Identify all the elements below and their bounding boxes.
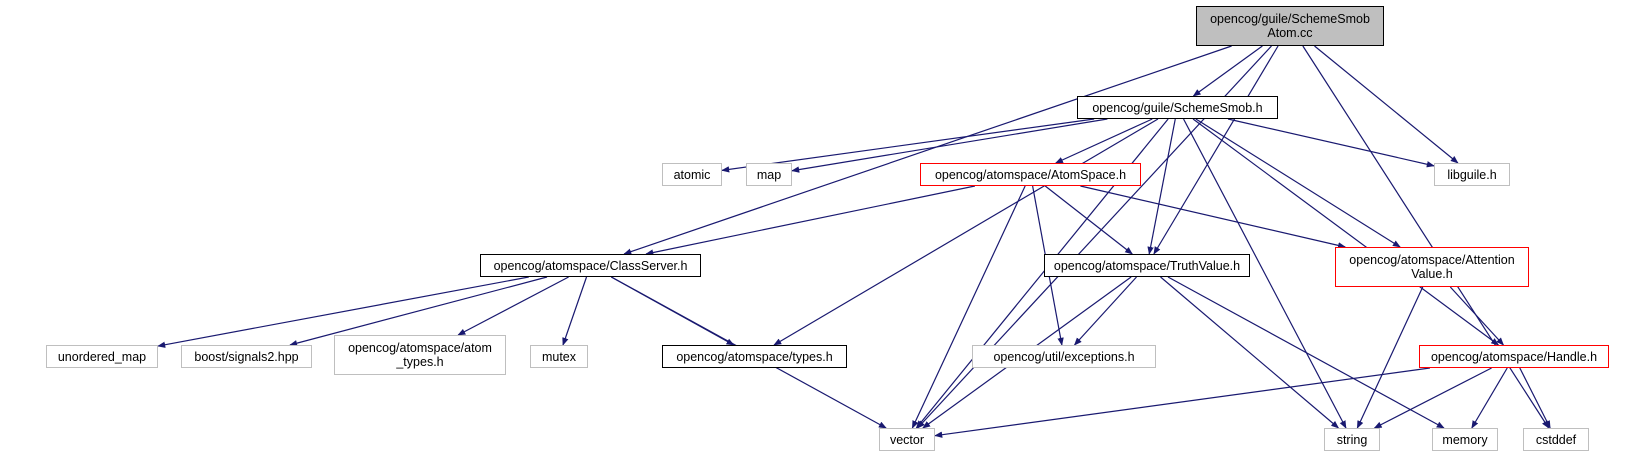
node-label-line: opencog/guile/SchemeSmob bbox=[1210, 12, 1370, 26]
edge-classserver-to-mutex bbox=[562, 276, 588, 346]
node-atom-types-h[interactable]: opencog/atomspace/atom _types.h bbox=[334, 335, 506, 375]
node-label: libguile.h bbox=[1447, 167, 1497, 182]
edge-handle-to-memory bbox=[1471, 367, 1508, 429]
edge-handle-to-vector bbox=[934, 367, 1430, 438]
edge-schemesmob-to-atomspace bbox=[1055, 118, 1153, 164]
edge-root-to-schemesmob bbox=[1192, 45, 1263, 97]
node-label-line: opencog/atomspace/atom bbox=[348, 341, 492, 355]
edge-handle-to-string bbox=[1373, 367, 1492, 429]
edge-schemesmob-to-truthvalue bbox=[1147, 118, 1176, 255]
node-truthvalue-h[interactable]: opencog/atomspace/TruthValue.h bbox=[1044, 254, 1250, 277]
node-label: opencog/atomspace/ClassServer.h bbox=[493, 258, 688, 273]
edge-handle-to-cstddef bbox=[1519, 367, 1551, 429]
edge-truthvalue-to-exceptions bbox=[1073, 276, 1137, 346]
node-libguile-h[interactable]: libguile.h bbox=[1434, 163, 1510, 186]
edge-attentionvalue-to-string bbox=[1356, 286, 1424, 429]
node-label: string bbox=[1336, 432, 1368, 447]
node-exceptions-h[interactable]: opencog/util/exceptions.h bbox=[972, 345, 1156, 368]
node-label: mutex bbox=[541, 349, 577, 364]
node-label: opencog/atomspace/Handle.h bbox=[1430, 349, 1598, 364]
node-types-h[interactable]: opencog/atomspace/types.h bbox=[662, 345, 847, 368]
node-label: vector bbox=[889, 432, 925, 447]
node-label: map bbox=[756, 167, 782, 182]
edge-atomspace-to-classserver bbox=[645, 185, 976, 256]
node-schemesmob-h[interactable]: opencog/guile/SchemeSmob.h bbox=[1077, 96, 1278, 119]
edge-atomspace-to-attentionvalue bbox=[1080, 185, 1346, 249]
node-atomic[interactable]: atomic bbox=[662, 163, 722, 186]
node-label-line: _types.h bbox=[396, 355, 444, 369]
edge-schemesmob-to-types bbox=[773, 118, 1159, 346]
node-label-line: Atom.cc bbox=[1267, 26, 1313, 40]
node-label: cstddef bbox=[1535, 432, 1577, 447]
edge-schemesmob-to-atomic bbox=[721, 118, 1095, 173]
edge-root-to-truthvalue bbox=[1153, 45, 1279, 255]
edge-schemesmob-to-handle bbox=[1192, 118, 1500, 346]
edge-classserver-to-signals2 bbox=[289, 276, 548, 347]
node-classserver-h[interactable]: opencog/atomspace/ClassServer.h bbox=[480, 254, 701, 277]
edge-truthvalue-to-memory bbox=[1167, 276, 1445, 429]
node-boost-signals2[interactable]: boost/signals2.hpp bbox=[181, 345, 312, 368]
node-label: opencog/atomspace/TruthValue.h bbox=[1053, 258, 1241, 273]
edge-schemesmob-to-string bbox=[1183, 118, 1347, 429]
node-label: opencog/atomspace/AtomSpace.h bbox=[934, 167, 1127, 182]
node-label: atomic bbox=[673, 167, 711, 182]
node-vector[interactable]: vector bbox=[879, 428, 935, 451]
edge-attentionvalue-to-handle bbox=[1449, 286, 1505, 346]
node-map[interactable]: map bbox=[746, 163, 792, 186]
node-attentionvalue-h[interactable]: opencog/atomspace/Attention Value.h bbox=[1335, 247, 1529, 287]
node-mutex[interactable]: mutex bbox=[530, 345, 588, 368]
edge-root-to-libguile bbox=[1314, 45, 1459, 164]
node-label-line: opencog/atomspace/Attention bbox=[1349, 253, 1515, 267]
edge-truthvalue-to-string bbox=[1160, 276, 1340, 429]
edge-atomspace-to-vector bbox=[911, 185, 1026, 429]
node-memory[interactable]: memory bbox=[1432, 428, 1498, 451]
node-label: opencog/util/exceptions.h bbox=[993, 349, 1135, 364]
node-label: boost/signals2.hpp bbox=[194, 349, 299, 364]
edge-atomspace-to-truthvalue bbox=[1044, 185, 1133, 255]
node-unordered-map[interactable]: unordered_map bbox=[46, 345, 158, 368]
edge-schemesmob-to-map bbox=[791, 118, 1108, 173]
node-schemesmob-atom-cc[interactable]: opencog/guile/SchemeSmob Atom.cc bbox=[1196, 6, 1384, 46]
edge-schemesmob-to-libguile bbox=[1227, 118, 1435, 168]
node-cstddef[interactable]: cstddef bbox=[1523, 428, 1589, 451]
edge-classserver-to-atom_types bbox=[457, 276, 569, 336]
edge-root-to-classserver bbox=[623, 45, 1232, 255]
edge-schemesmob-to-attentionvalue bbox=[1195, 118, 1401, 248]
node-atomspace-h[interactable]: opencog/atomspace/AtomSpace.h bbox=[920, 163, 1141, 186]
node-label: opencog/guile/SchemeSmob.h bbox=[1092, 100, 1263, 115]
node-label-line: Value.h bbox=[1411, 267, 1453, 281]
node-label: unordered_map bbox=[57, 349, 147, 364]
node-string[interactable]: string bbox=[1324, 428, 1380, 451]
node-label: opencog/atomspace/types.h bbox=[676, 349, 833, 364]
node-handle-h[interactable]: opencog/atomspace/Handle.h bbox=[1419, 345, 1609, 368]
node-label: memory bbox=[1442, 432, 1488, 447]
edge-classserver-to-unordered_map bbox=[157, 276, 529, 348]
